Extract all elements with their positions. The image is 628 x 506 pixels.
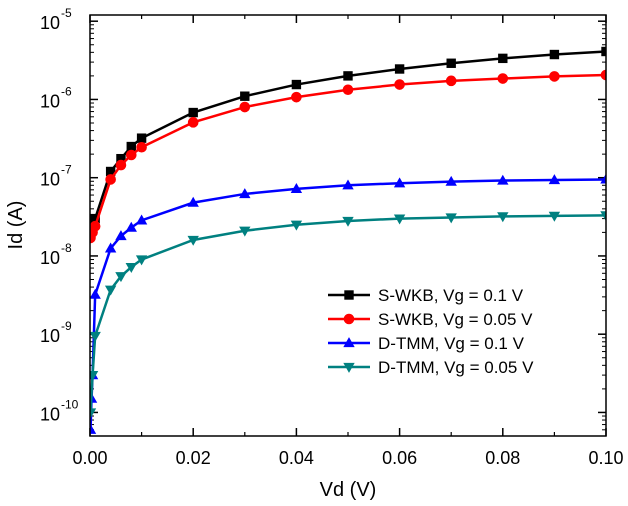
point-triangle-down <box>125 262 137 273</box>
y-tick-label-exponent: -5 <box>61 6 72 20</box>
point-triangle-up <box>115 230 127 241</box>
legend: S-WKB, Vg = 0.1 V S-WKB, Vg = 0.05 V D-TMM… <box>328 286 534 377</box>
series-line <box>90 214 606 413</box>
point-triangle-down <box>600 211 606 222</box>
point-circle <box>239 101 251 113</box>
point-triangle-down <box>393 214 406 225</box>
y-tick-label-base: 10 <box>40 91 60 111</box>
point-circle <box>600 69 606 81</box>
legend-label: D-TMM, Vg = 0.1 V <box>378 334 525 353</box>
point-triangle-up <box>343 337 355 348</box>
point-triangle-down <box>239 226 251 237</box>
point-triangle-up <box>104 242 117 253</box>
legend-item: D-TMM, Vg = 0.05 V <box>328 358 534 377</box>
point-triangle-down <box>187 235 199 246</box>
x-tick-label: 0.00 <box>72 448 107 468</box>
point-triangle-down <box>135 255 148 266</box>
y-axis-title: Id (A) <box>5 201 27 250</box>
point-circle <box>342 84 354 96</box>
y-tick-label-base: 10 <box>40 326 60 346</box>
x-axis-ticks: 0.00 0.02 0.04 0.06 0.08 0.10 <box>72 15 624 468</box>
point-circle <box>125 149 137 161</box>
point-square <box>240 91 250 101</box>
plot-frame <box>89 14 607 437</box>
y-tick-label-base: 10 <box>40 13 60 33</box>
point-triangle-up <box>548 174 561 185</box>
y-tick-label-base: 10 <box>40 404 60 424</box>
legend-label: D-TMM, Vg = 0.05 V <box>378 358 534 377</box>
series-line <box>90 73 606 239</box>
point-triangle-up <box>393 177 406 188</box>
point-triangle-up <box>239 188 251 199</box>
point-square <box>126 141 136 152</box>
point-square <box>344 290 354 300</box>
point-circle <box>343 313 355 325</box>
point-square <box>549 49 560 60</box>
point-circle <box>291 91 302 103</box>
point-square <box>136 133 147 143</box>
y-tick-label-exponent: -10 <box>61 397 79 411</box>
point-triangle-down <box>342 216 354 227</box>
legend-label: S-WKB, Vg = 0.1 V <box>378 286 524 305</box>
point-square <box>291 79 302 90</box>
point-circle <box>90 220 101 232</box>
point-square <box>394 64 405 74</box>
legend-item: D-TMM, Vg = 0.1 V <box>328 334 525 353</box>
point-triangle-up <box>90 288 101 299</box>
x-axis-title: Vd (V) <box>320 479 377 501</box>
x-tick-label: 0.10 <box>588 448 623 468</box>
point-triangle-up <box>445 175 457 186</box>
legend-label: S-WKB, Vg = 0.05 V <box>378 310 533 329</box>
point-circle <box>187 117 199 128</box>
x-tick-label: 0.08 <box>485 448 520 468</box>
y-tick-label-exponent: -8 <box>61 241 72 255</box>
point-circle <box>105 174 116 185</box>
point-triangle-up <box>497 174 509 185</box>
series-4 <box>90 211 606 419</box>
y-tick-label-exponent: -6 <box>61 84 72 98</box>
x-tick-label: 0.04 <box>279 448 314 468</box>
point-triangle-down <box>104 285 117 296</box>
point-triangle-down <box>290 220 303 231</box>
series-layer <box>90 46 606 434</box>
x-tick-label: 0.02 <box>176 448 211 468</box>
y-axis-ticks: 10-510-610 -710-810-910-10 <box>40 6 606 431</box>
point-square <box>188 107 198 118</box>
point-triangle-up <box>290 183 303 193</box>
point-circle <box>445 75 457 87</box>
point-triangle-down <box>90 331 101 342</box>
point-circle <box>115 159 127 171</box>
y-tick-label-base: 10 <box>40 248 60 268</box>
point-square <box>446 58 456 68</box>
point-triangle-down <box>548 211 561 222</box>
point-circle <box>549 71 560 82</box>
point-square <box>343 71 353 81</box>
legend-item: S-WKB, Vg = 0.1 V <box>328 286 524 305</box>
point-square <box>498 53 508 64</box>
point-triangle-down <box>115 272 127 283</box>
series-line <box>90 50 606 229</box>
series-3 <box>90 173 606 434</box>
point-circle <box>136 141 147 153</box>
point-triangle-down <box>343 362 355 373</box>
point-triangle-up <box>125 221 137 232</box>
point-triangle-down <box>497 212 509 223</box>
point-triangle-up <box>135 214 148 225</box>
series-1 <box>90 46 606 233</box>
point-triangle-up <box>600 173 606 184</box>
point-triangle-up <box>187 196 199 207</box>
y-tick-label-exponent: -9 <box>61 319 72 333</box>
point-circle <box>394 79 405 90</box>
point-circle <box>497 73 509 84</box>
x-tick-label: 0.06 <box>382 448 417 468</box>
series-2 <box>90 69 606 244</box>
y-tick-label-exponent: -7 <box>61 163 72 177</box>
point-triangle-down <box>445 213 457 224</box>
y-tick-label-base: 10 <box>40 170 60 190</box>
point-triangle-up <box>342 179 354 190</box>
legend-item: S-WKB, Vg = 0.05 V <box>328 310 533 329</box>
